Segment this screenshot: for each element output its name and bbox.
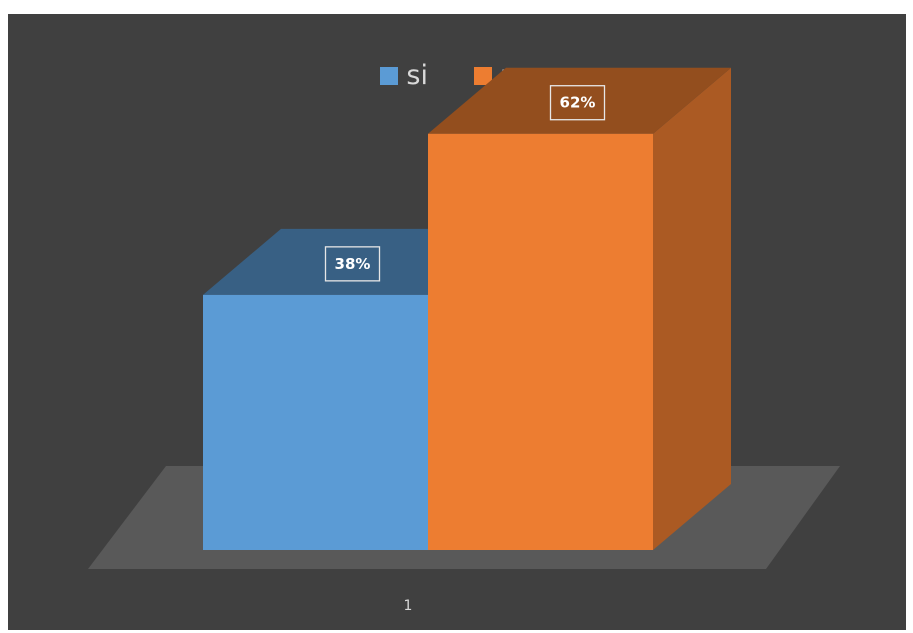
x-tick-label: 1: [404, 598, 413, 614]
bar-top-no: [428, 67, 731, 134]
data-label-box-si: [324, 246, 381, 282]
data-label-text-no: 62%: [560, 94, 596, 112]
legend-label-si: si: [406, 60, 428, 91]
data-label-text-si: 38%: [335, 255, 371, 273]
data-label-no: 62%: [549, 85, 606, 121]
legend-item-si: si: [380, 62, 428, 89]
data-label-box-no: [549, 85, 606, 121]
bar-front-si: [203, 294, 428, 550]
data-label-si: 38%: [324, 246, 381, 282]
chart-plot: 38% 62% 1: [88, 67, 840, 614]
legend-swatch-si: [380, 66, 399, 85]
chart-area: si no 38%62% 1: [8, 14, 906, 630]
legend-swatch-no: [473, 66, 492, 85]
bar-side-no: [653, 67, 731, 550]
bar-front-no: [428, 133, 653, 550]
bar-no: [428, 67, 731, 550]
